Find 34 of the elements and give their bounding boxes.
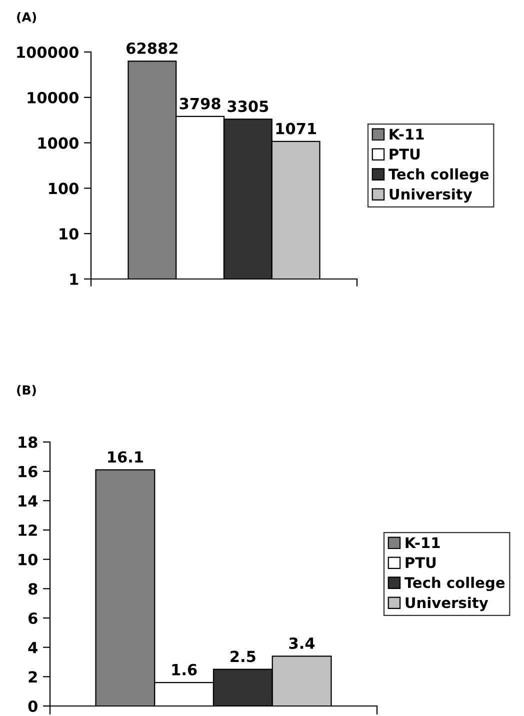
y-tick-label: 14	[18, 495, 38, 506]
legend-label: PTU	[406, 557, 436, 568]
y-tick-label: 2	[28, 671, 37, 682]
y-tick-label: 1000	[38, 137, 78, 149]
y-tick-label: 12	[18, 524, 37, 536]
y-tick-label: 1	[70, 274, 78, 285]
data-label: 2.5	[230, 650, 256, 662]
data-label: 3305	[228, 100, 268, 112]
y-tick-label: 0	[28, 700, 38, 712]
y-tick-label: 10000	[28, 92, 78, 104]
legend-label: PTU	[390, 148, 420, 160]
y-tick-label: 6	[28, 612, 38, 624]
data-label: 3.4	[289, 637, 315, 650]
chart-title: (A)	[17, 12, 36, 24]
y-tick-label: 8	[28, 583, 38, 595]
data-label: 16.1	[108, 451, 144, 463]
legend-label: K-11	[390, 128, 424, 140]
y-tick-label: 4	[28, 642, 38, 654]
chart-title: (B)	[17, 385, 36, 396]
data-label: 3798	[180, 98, 220, 110]
y-tick-label: 10	[18, 554, 38, 566]
y-tick-label: 18	[18, 436, 38, 448]
legend-label: K-11	[406, 537, 440, 548]
legend-label: Tech college	[404, 576, 505, 592]
data-label: 1071	[276, 122, 316, 134]
legend-label: University	[406, 596, 488, 612]
y-tick-label: 100	[49, 182, 78, 194]
y-tick-label: 100000	[17, 46, 78, 58]
y-tick-label: 16	[18, 466, 38, 478]
legend-label: University	[390, 188, 472, 203]
legend-label: Tech college	[388, 168, 489, 183]
y-tick-label: 10	[60, 228, 78, 240]
data-label: 62882	[126, 42, 178, 54]
data-label: 1.6	[172, 664, 197, 676]
